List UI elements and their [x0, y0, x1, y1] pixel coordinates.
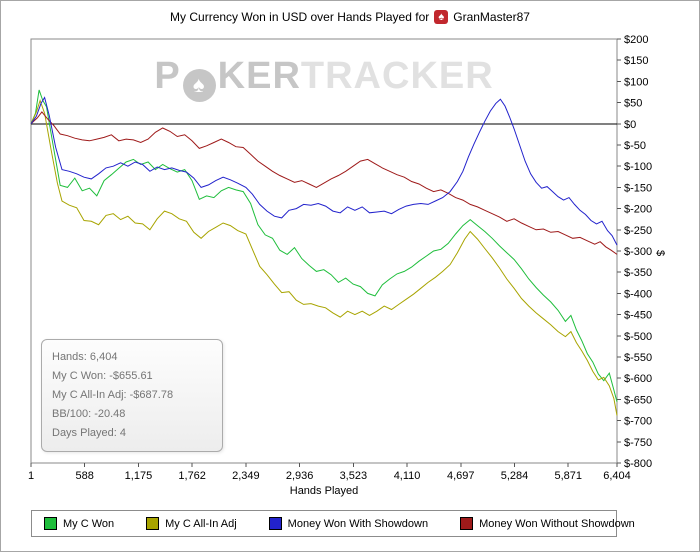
legend-label: Money Won With Showdown: [287, 517, 429, 530]
x-tick-label: 5,871: [554, 470, 582, 482]
chart-title-player: GranMaster87: [453, 10, 530, 24]
y-tick-label: $100: [624, 76, 648, 88]
x-tick-label: 5,284: [501, 470, 529, 482]
y-tick-label: $-650: [624, 394, 652, 406]
stats-my-c-allin-adj: My C All-In Adj: -$687.78: [52, 389, 174, 401]
y-tick-label: $-800: [624, 458, 652, 470]
series-line-my-c-all-in-adj: [30, 98, 618, 416]
y-tick-label: $200: [624, 34, 648, 46]
y-tick-label: $-500: [624, 331, 652, 343]
stats-box[interactable]: Hands: 6,404 My C Won: -$655.61 My C All…: [41, 339, 223, 452]
y-tick-label: $50: [624, 98, 642, 110]
y-tick-label: $-750: [624, 437, 652, 449]
y-tick-label: $-450: [624, 310, 652, 322]
series-line-my-c-won: [30, 89, 618, 403]
x-tick-label: 2,349: [232, 470, 260, 482]
legend-label: My C Won: [63, 517, 115, 530]
y-axis-title: $: [654, 249, 667, 257]
y-tick-label: $-250: [624, 225, 652, 237]
stats-hands: Hands: 6,404: [52, 351, 118, 363]
x-axis-title: Hands Played: [289, 485, 359, 497]
y-tick-label: $-700: [624, 416, 652, 428]
pokertracker-spade-icon: ♠: [434, 10, 449, 24]
x-tick-label: 1: [28, 470, 34, 482]
legend-swatch-blue: [268, 517, 282, 530]
y-tick-label: $0: [624, 119, 636, 131]
x-tick-label: 4,697: [447, 470, 475, 482]
x-tick-label: 2,936: [286, 470, 314, 482]
stats-days-played: Days Played: 4: [52, 427, 126, 439]
series-line-money-won-with-showdown: [30, 96, 618, 246]
legend-label: Money Won Without Showdown: [479, 517, 635, 530]
y-tick-label: $-50: [624, 140, 646, 152]
x-tick-label: 1,762: [178, 470, 206, 482]
y-tick-label: $-150: [624, 182, 652, 194]
y-tick-label: $-400: [624, 288, 652, 300]
y-tick-label: $-200: [624, 204, 652, 216]
y-tick-label: $-300: [624, 246, 652, 258]
legend-item-my-c-won: My C Won: [44, 517, 114, 530]
legend-item-money-won-with-showdown: Money Won With Showdown: [268, 517, 429, 530]
stats-my-c-won: My C Won: -$655.61: [52, 370, 153, 382]
y-tick-label: $-550: [624, 352, 652, 364]
x-tick-label: 588: [76, 470, 94, 482]
series-line-money-won-without-showdown: [30, 111, 618, 255]
chart-title: My Currency Won in USD over Hands Played…: [1, 10, 699, 24]
legend-item-my-c-allin-adj: My C All-In Adj: [146, 517, 237, 530]
stats-bb-100: BB/100: -20.48: [52, 408, 126, 420]
legend-item-money-won-without-showdown: Money Won Without Showdown: [460, 517, 635, 530]
x-tick-label: 1,175: [125, 470, 153, 482]
legend-swatch-dark-red: [460, 517, 474, 530]
x-tick-label: 3,523: [340, 470, 368, 482]
y-tick-label: $-350: [624, 267, 652, 279]
legend-swatch-olive: [146, 517, 160, 530]
x-tick-label: 4,110: [394, 470, 421, 482]
x-tick-label: 6,404: [603, 470, 631, 482]
legend-swatch-green: [44, 517, 57, 530]
chart-title-text: My Currency Won in USD over Hands Played…: [170, 10, 430, 24]
legend: My C Won My C All-In Adj Money Won With …: [31, 510, 635, 537]
y-tick-label: $150: [624, 55, 648, 67]
y-tick-label: $-600: [624, 373, 652, 385]
legend-label: My C All-In Adj: [165, 517, 237, 530]
y-tick-label: $-100: [624, 161, 652, 173]
chart-canvas[interactable]: $200 $150 $100 $50 $0 $-50 $-100 $-150 $-200 $-25…: [1, 1, 700, 501]
